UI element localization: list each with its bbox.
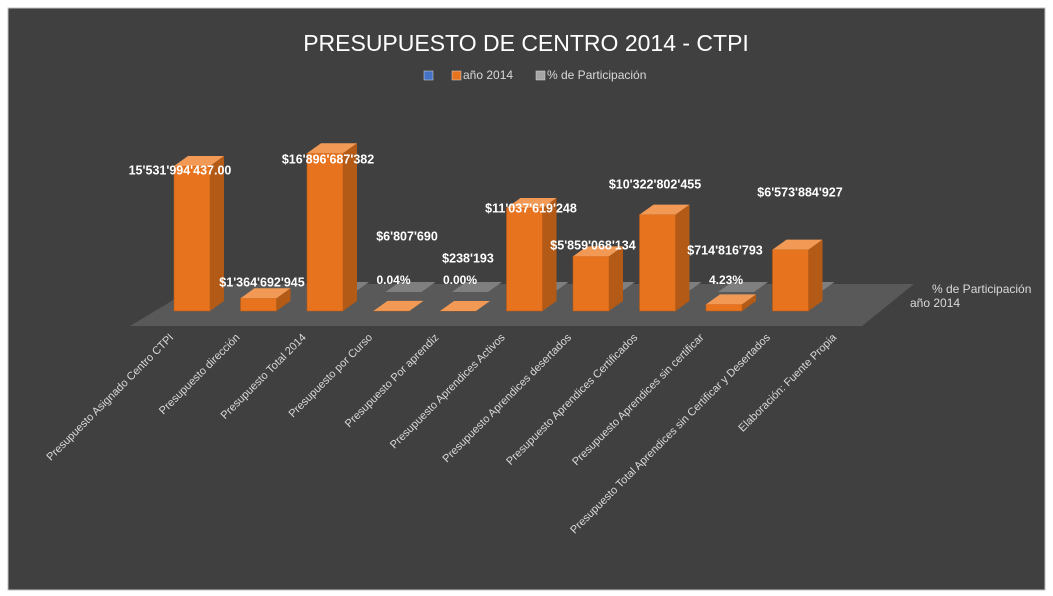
bar-side (609, 246, 623, 311)
data-label: $5'859'068'134 (550, 238, 635, 252)
legend-label: % de Participación (547, 68, 646, 82)
bar-side (476, 300, 490, 311)
depth-label: % de Participación (932, 282, 1031, 296)
data-label: 0.00% (443, 273, 477, 287)
bar-side (808, 239, 823, 311)
bar-front (639, 214, 676, 312)
data-label: $1'364'692'945 (219, 275, 304, 289)
bar-side (276, 288, 291, 311)
data-label: $10'322'802'455 (609, 177, 701, 191)
bar-top (706, 294, 756, 305)
data-label: 15'531'994'437.00 (129, 163, 232, 177)
bar-front (772, 249, 809, 312)
bar-side (210, 156, 224, 311)
bar-front (173, 165, 211, 312)
legend-label: año 2014 (463, 68, 513, 82)
bar-side (409, 300, 424, 311)
bar-side (542, 197, 557, 311)
legend-swatch (451, 70, 462, 81)
data-label: 0.04% (376, 273, 410, 287)
bar-top (639, 204, 690, 215)
bar-top (452, 282, 502, 292)
bar-front (572, 256, 610, 312)
bar-top (240, 288, 291, 299)
bar-top (506, 197, 557, 208)
legend-swatch (423, 70, 434, 81)
bar-top (440, 300, 490, 311)
data-label: $238'193 (442, 251, 494, 265)
bar-front (705, 304, 743, 312)
data-label: 4.23% (709, 273, 743, 287)
bar-side (742, 294, 756, 311)
bar-top (718, 282, 768, 292)
bar-top (385, 282, 436, 292)
bar-front (506, 207, 543, 312)
bar-side (675, 204, 690, 311)
legend-swatch (535, 70, 546, 81)
bar-top (573, 246, 623, 257)
data-label: $11'037'619'248 (485, 201, 577, 215)
data-label: $714'816'793 (687, 243, 763, 257)
bar-side (343, 143, 357, 311)
bar-front (240, 297, 277, 312)
chart-title: PRESUPUESTO DE CENTRO 2014 - CTPI (303, 30, 749, 56)
data-label: $6'807'690 (376, 229, 438, 243)
bar-front (306, 152, 344, 312)
data-label: $6'573'884'927 (757, 185, 842, 199)
bar-top (174, 156, 224, 167)
depth-label: año 2014 (910, 296, 960, 310)
data-label: $16'896'687'382 (282, 152, 374, 166)
bar-top (373, 300, 424, 311)
bar-top (307, 143, 357, 154)
bar-top (772, 239, 823, 250)
